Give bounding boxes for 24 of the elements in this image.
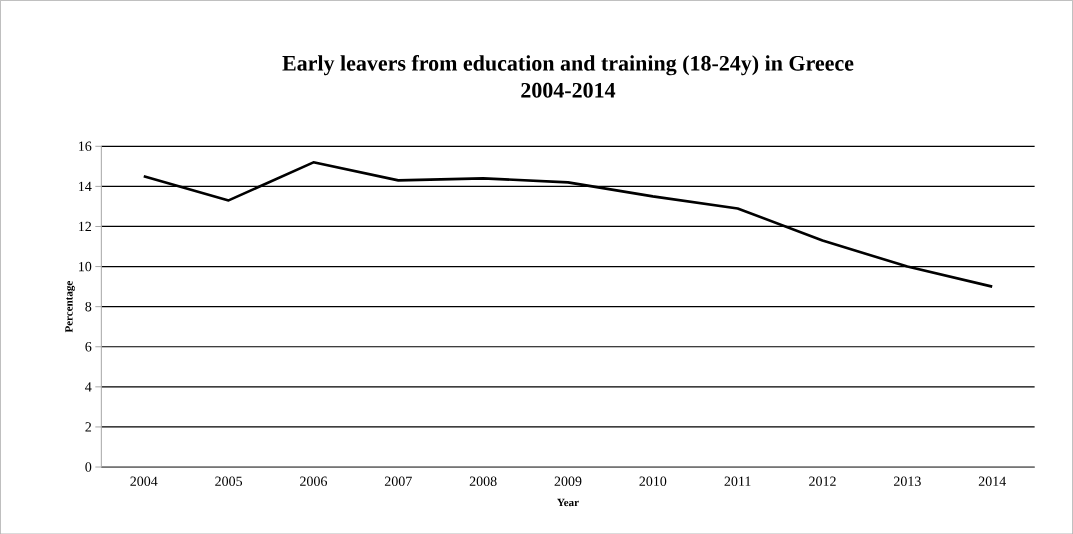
chart-title: Early leavers from education and training (18-24y) in Greece 2004-2014 [282, 54, 854, 98]
x-tick-label: 2008 [469, 476, 497, 486]
y-axis-title: Percentage [65, 280, 75, 333]
x-tick-label: 2007 [384, 476, 412, 486]
x-tick-label: 2014 [978, 476, 1006, 486]
x-tick-label: 2011 [724, 476, 751, 486]
x-axis-title: Year [557, 498, 579, 506]
y-tick-label: 0 [85, 462, 92, 472]
y-tick-label: 16 [79, 141, 92, 151]
y-tick-label: 2 [85, 422, 92, 432]
x-tick-label: 2010 [639, 476, 667, 486]
y-tick-label: 8 [85, 301, 92, 312]
x-tick-label: 2009 [554, 476, 582, 486]
y-tick-label: 6 [85, 341, 92, 352]
line-series [142, 160, 994, 288]
y-tick-label: 12 [79, 221, 92, 231]
y-tick-label: 10 [79, 261, 92, 272]
x-tick-label: 2006 [300, 476, 328, 486]
x-tick-label: 2005 [215, 476, 243, 486]
y-tick-label: 4 [85, 382, 92, 392]
x-tick-label: 2013 [893, 476, 921, 486]
x-tick-label: 2012 [809, 476, 836, 486]
y-tick-label: 14 [79, 181, 92, 191]
x-tick-label: 2004 [130, 476, 158, 486]
